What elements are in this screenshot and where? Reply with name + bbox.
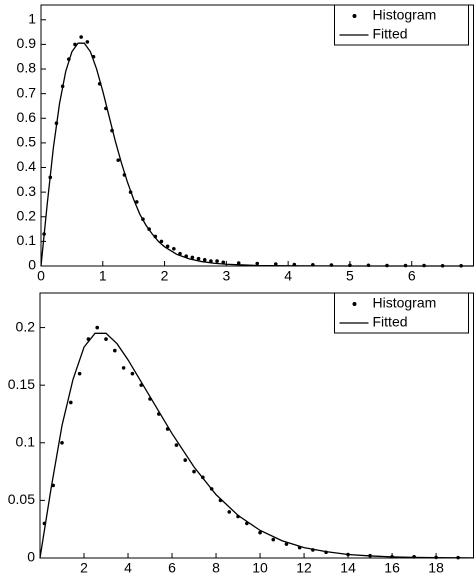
histogram-point bbox=[104, 337, 108, 341]
y-tick-label: 0.7 bbox=[17, 84, 37, 100]
x-tick-label: 8 bbox=[212, 560, 220, 574]
histogram-point bbox=[209, 259, 213, 263]
histogram-point bbox=[77, 371, 82, 376]
histogram-point bbox=[69, 400, 73, 405]
y-tick-label: 0.2 bbox=[16, 318, 36, 334]
legend-box bbox=[334, 4, 469, 46]
y-tick-label: 0.9 bbox=[17, 35, 37, 51]
y-tick-label: 0.3 bbox=[17, 183, 37, 199]
histogram-point bbox=[116, 158, 121, 162]
y-tick-label: 1 bbox=[28, 10, 36, 26]
y-tick-label: 0.5 bbox=[17, 134, 37, 150]
histogram-point bbox=[273, 262, 278, 266]
x-tick-label: 18 bbox=[428, 560, 444, 574]
y-tick-label: 0 bbox=[27, 549, 35, 565]
histogram-point bbox=[165, 244, 170, 249]
fitted-line bbox=[39, 332, 474, 559]
legend-label: Histogram bbox=[373, 295, 437, 311]
histogram-point bbox=[159, 239, 164, 244]
histogram-point bbox=[215, 259, 219, 263]
fitted-line bbox=[40, 42, 474, 267]
histogram-point bbox=[172, 246, 176, 251]
histogram-point bbox=[196, 256, 201, 261]
y-tick-label: 0.15 bbox=[8, 376, 35, 392]
x-tick-label: 4 bbox=[124, 560, 132, 574]
x-tick-label: 4 bbox=[284, 268, 292, 284]
y-tick-label: 0.1 bbox=[17, 232, 37, 248]
histogram-point bbox=[134, 200, 139, 204]
x-tick-label: 10 bbox=[252, 560, 268, 574]
histogram-point bbox=[85, 40, 90, 44]
y-tick-label: 0.05 bbox=[8, 491, 35, 507]
legend-marker bbox=[352, 302, 357, 306]
x-tick-label: 6 bbox=[408, 268, 416, 284]
y-tick-label: 0 bbox=[28, 257, 36, 273]
y-tick-label: 0.2 bbox=[17, 207, 37, 223]
histogram-point bbox=[202, 258, 207, 262]
histogram-point bbox=[227, 510, 232, 514]
x-tick-label: 6 bbox=[168, 560, 176, 574]
y-tick-label: 0.6 bbox=[17, 109, 37, 125]
legend-label: Fitted bbox=[373, 314, 408, 330]
histogram-point bbox=[258, 530, 262, 535]
x-tick-label: 3 bbox=[222, 268, 230, 284]
y-tick-label: 0.1 bbox=[16, 433, 36, 449]
y-tick-label: 0.8 bbox=[17, 60, 37, 76]
x-tick-label: 1 bbox=[99, 268, 107, 284]
histogram-point bbox=[271, 537, 276, 542]
y-tick-label: 0.4 bbox=[17, 158, 37, 174]
histogram-point bbox=[183, 458, 188, 462]
histogram-point bbox=[255, 261, 260, 266]
x-tick-label: 0 bbox=[37, 268, 45, 284]
x-tick-label: 2 bbox=[161, 268, 169, 284]
legend-marker bbox=[352, 14, 357, 18]
legend-label: Histogram bbox=[373, 7, 437, 23]
x-tick-label: 16 bbox=[384, 560, 400, 574]
x-tick-label: 5 bbox=[346, 268, 354, 284]
histogram-point bbox=[121, 366, 126, 370]
x-tick-label: 2 bbox=[80, 560, 88, 574]
legend-label: Fitted bbox=[373, 26, 408, 42]
histogram-point bbox=[113, 348, 117, 353]
histogram-point bbox=[95, 325, 100, 330]
histogram-point bbox=[221, 260, 226, 265]
x-tick-label: 14 bbox=[340, 560, 356, 574]
x-tick-label: 12 bbox=[296, 560, 312, 574]
histogram-point bbox=[130, 371, 135, 376]
histogram-point bbox=[284, 542, 289, 546]
histogram-point bbox=[60, 440, 64, 445]
histogram-point bbox=[236, 261, 241, 265]
histogram-point bbox=[79, 35, 83, 39]
histogram-point bbox=[190, 255, 195, 260]
histogram-point bbox=[192, 469, 196, 474]
histogram-point bbox=[174, 443, 179, 447]
legend-box bbox=[334, 292, 469, 334]
